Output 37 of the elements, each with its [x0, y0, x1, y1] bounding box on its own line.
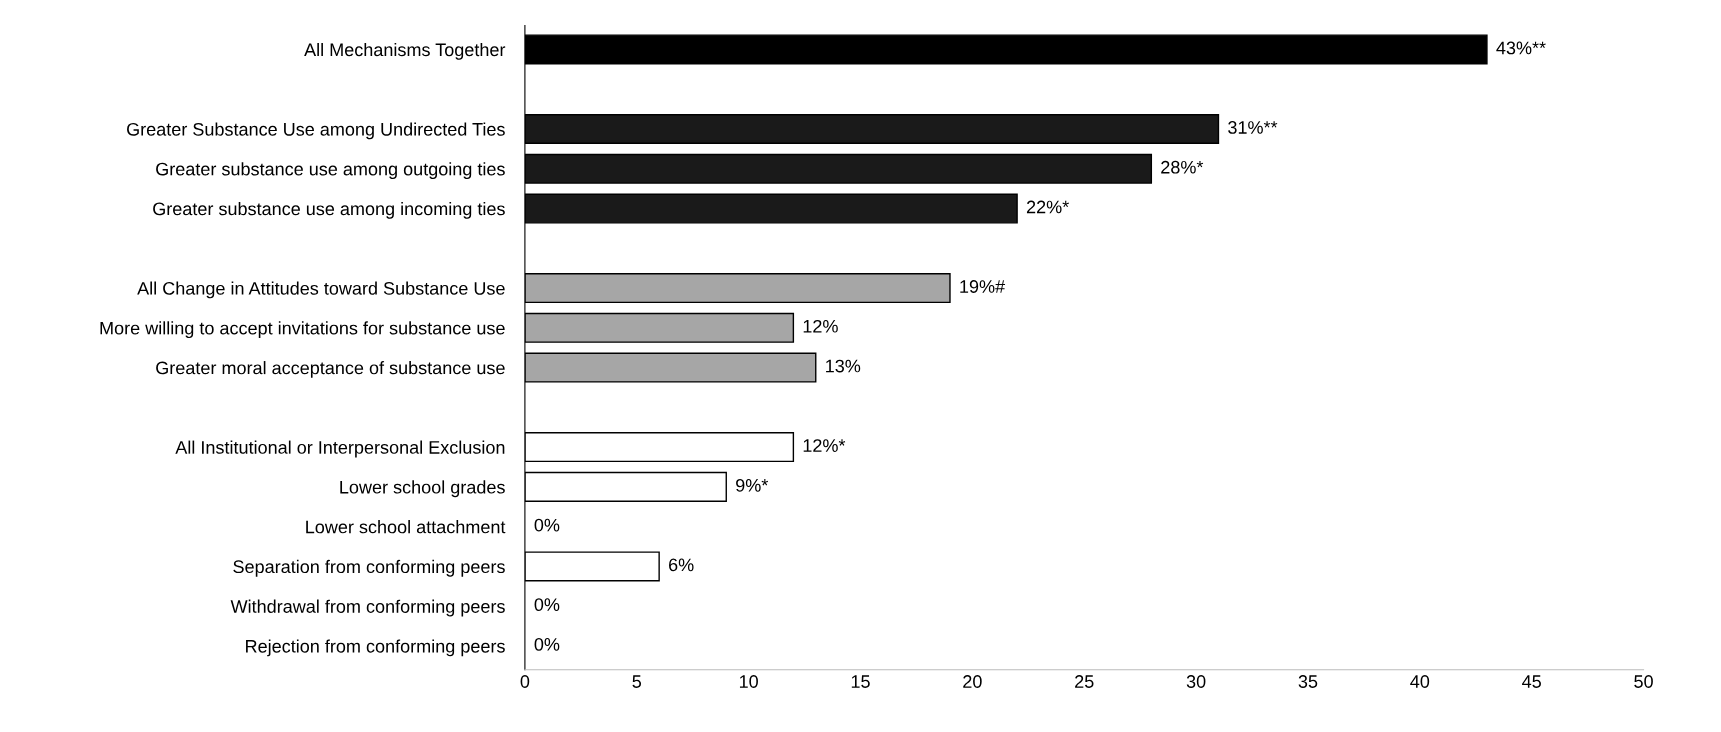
y-tick-label: All Change in Attitudes toward Substance Use: [137, 281, 505, 299]
data-label: 12%*: [803, 439, 846, 452]
data-label: 9%*: [736, 478, 769, 492]
x-tick-label: 20: [963, 675, 982, 688]
x-tick-label: 5: [632, 675, 642, 688]
data-label: 12%: [803, 319, 838, 333]
y-tick-label: Greater moral acceptance of substance use: [156, 361, 505, 378]
y-tick-label: Greater substance use among incoming ties: [153, 201, 505, 219]
data-label: 0%: [534, 637, 560, 651]
y-tick-label: All Mechanisms Together: [304, 42, 506, 60]
x-tick-label: 25: [1075, 675, 1094, 688]
x-tick-label: 45: [1522, 675, 1541, 688]
x-tick-label: 50: [1634, 675, 1653, 688]
data-label: 43%**: [1496, 41, 1546, 55]
y-tick-label: Lower school grades: [340, 480, 505, 498]
y-tick-label: Rejection from conforming peers: [246, 639, 505, 657]
x-tick-label: 10: [739, 675, 758, 688]
x-tick-label: 0: [520, 675, 530, 688]
data-label: 31%**: [1228, 121, 1278, 134]
y-tick-label: More willing to accept invitations for substance use: [100, 321, 505, 339]
y-tick-label: All Institutional or Interpersonal Exclusion: [175, 440, 505, 458]
data-label: 28%*: [1161, 160, 1204, 174]
y-tick-label: Withdrawal from conforming peers: [230, 599, 505, 617]
data-label: 6%: [669, 558, 694, 572]
y-tick-label: Lower school attachment: [306, 520, 506, 534]
data-label: 0%: [534, 518, 560, 532]
y-tick-label: Separation from conforming peers: [233, 559, 505, 577]
y-tick-label: Greater Substance Use among Undirected Ties: [127, 122, 505, 140]
x-tick-label: 15: [851, 675, 870, 688]
data-label: 0%: [534, 598, 560, 612]
y-tick-label: Greater substance use among outgoing ties: [156, 162, 505, 180]
data-label: 19%#: [960, 280, 1006, 293]
data-label: 22%*: [1026, 200, 1069, 214]
data-label: 13%: [826, 359, 861, 373]
x-tick-label: 30: [1186, 675, 1206, 688]
x-tick-label: 40: [1410, 675, 1430, 688]
x-tick-label: 35: [1298, 675, 1318, 688]
